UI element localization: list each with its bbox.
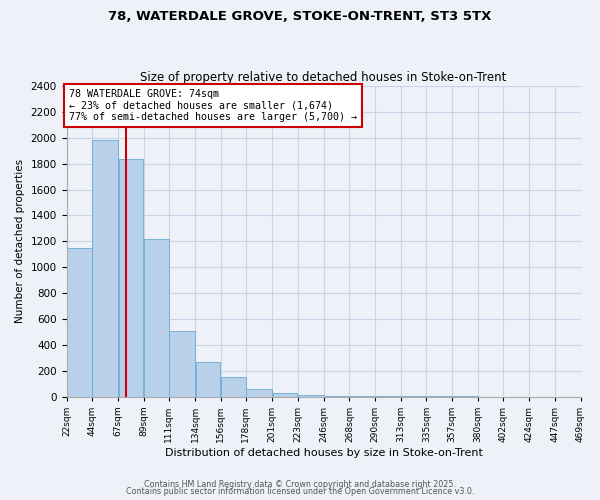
Bar [272,392,298,396]
Bar [246,389,272,396]
Text: Contains public sector information licensed under the Open Government Licence v3: Contains public sector information licen… [126,487,474,496]
Text: 78, WATERDALE GROVE, STOKE-ON-TRENT, ST3 5TX: 78, WATERDALE GROVE, STOKE-ON-TRENT, ST3… [109,10,491,23]
Y-axis label: Number of detached properties: Number of detached properties [15,159,25,324]
Bar [144,238,169,396]
Text: Contains HM Land Registry data © Crown copyright and database right 2025.: Contains HM Land Registry data © Crown c… [144,480,456,489]
Title: Size of property relative to detached houses in Stoke-on-Trent: Size of property relative to detached ho… [140,70,507,84]
Text: 78 WATERDALE GROVE: 74sqm
← 23% of detached houses are smaller (1,674)
77% of se: 78 WATERDALE GROVE: 74sqm ← 23% of detac… [69,88,357,122]
Bar [221,377,245,396]
X-axis label: Distribution of detached houses by size in Stoke-on-Trent: Distribution of detached houses by size … [164,448,482,458]
Bar [67,248,92,396]
Bar [196,362,220,396]
Bar [298,394,324,396]
Bar [119,158,143,396]
Bar [92,140,118,396]
Bar [169,330,195,396]
